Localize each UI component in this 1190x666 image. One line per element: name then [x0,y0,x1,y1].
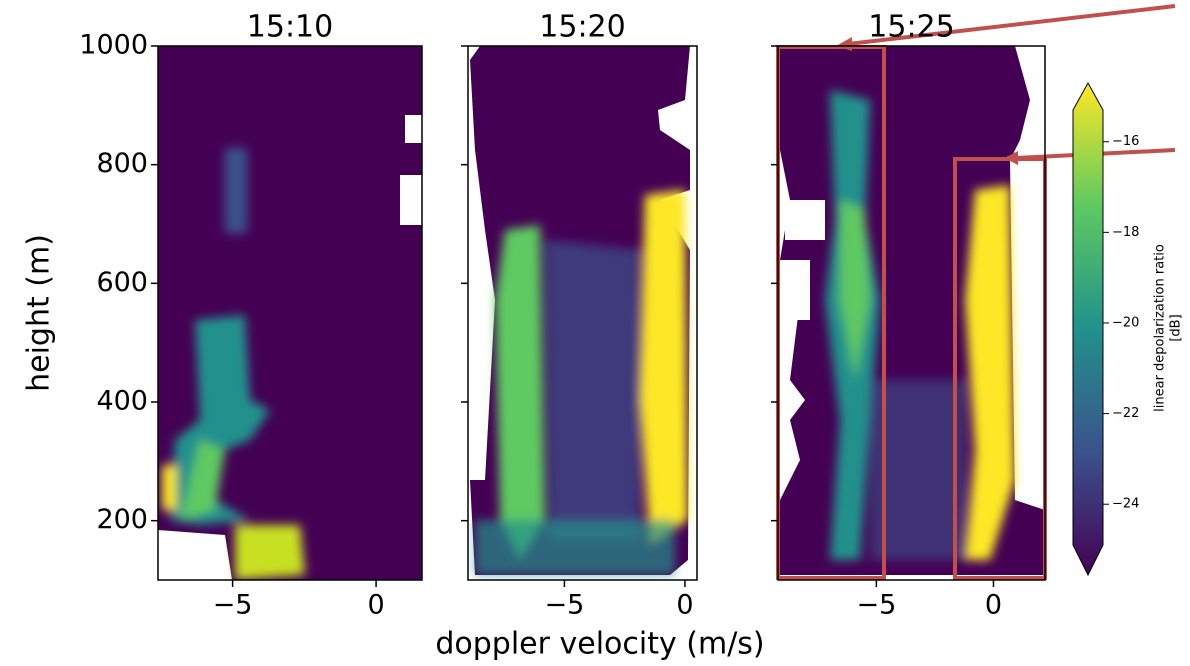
x-tick-label: 0 [985,590,1002,621]
x-axis-label: doppler velocity (m/s) [435,627,764,662]
plot-frame [157,45,423,581]
colorbar [1072,81,1104,577]
spectrogram [468,46,697,580]
colorbar-tick-label: −18 [1112,225,1139,240]
y-tick-label: 200 [96,504,148,535]
plot-frame [467,45,698,581]
y-axis-label: height (m) [22,234,57,392]
colorbar-tick-label: −22 [1112,406,1139,421]
panel-title: 15:25 [868,10,954,45]
panel-title: 15:20 [539,10,625,45]
arrow-head [1004,151,1018,165]
colorbar-tick-label: −20 [1112,315,1139,330]
spectrogram [778,46,1045,580]
x-tick-label: 0 [676,590,693,621]
y-tick-label: 600 [96,267,148,298]
x-tick-label: −5 [213,590,253,621]
y-tick-label: 400 [96,386,148,417]
colorbar-tick-label: −24 [1112,497,1139,512]
colorbar-label: linear depolarization ratio [1153,244,1168,412]
colorbar-tick-label: −16 [1112,134,1139,149]
plot-frame [777,45,1046,581]
arrow-head [836,37,852,51]
y-tick-label: 800 [96,148,148,179]
panel-title: 15:10 [247,10,333,45]
spectrogram [158,46,422,580]
x-tick-label: 0 [367,590,384,621]
y-tick-label: 1000 [79,30,148,61]
x-tick-label: −5 [856,590,896,621]
colorbar-label: [dB] [1169,314,1184,341]
x-tick-label: −5 [545,590,585,621]
